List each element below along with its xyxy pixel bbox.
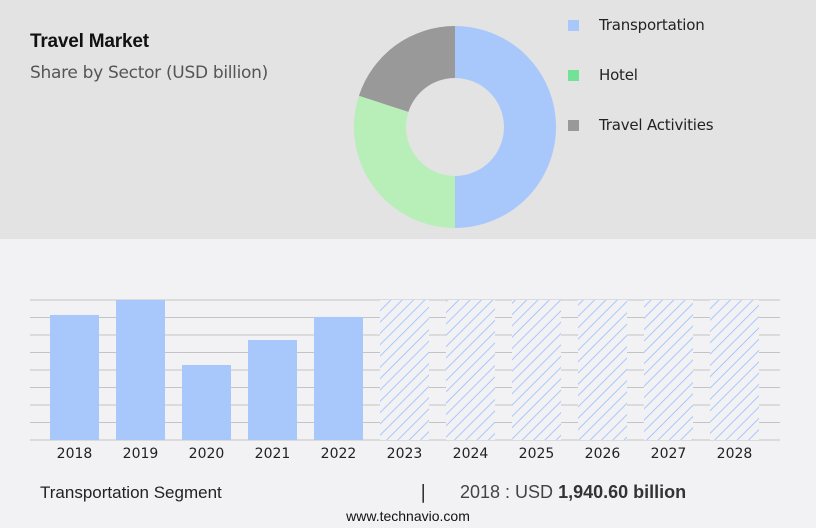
bar-2025 xyxy=(512,300,561,440)
x-tick-label: 2024 xyxy=(452,446,489,462)
bar-2023 xyxy=(380,300,429,440)
x-tick-label: 2025 xyxy=(518,446,555,462)
x-tick-label: 2027 xyxy=(650,446,687,462)
x-tick-label: 2019 xyxy=(122,446,159,462)
bar-2026 xyxy=(578,300,627,440)
legend-item-travel-activities: Travel Activities xyxy=(568,116,714,134)
bar-2028 xyxy=(710,300,759,440)
donut-slice-hotel xyxy=(354,95,455,229)
x-tick-label: 2022 xyxy=(320,446,357,462)
donut-slice-transportation xyxy=(455,26,556,228)
separator: | xyxy=(420,481,427,503)
bar-2022 xyxy=(314,316,363,440)
value-amount: 1,940.60 billion xyxy=(558,482,687,502)
x-tick-label: 2026 xyxy=(584,446,621,462)
segment-value: 2018 : USD 1,940.60 billion xyxy=(460,482,687,502)
bar-2018 xyxy=(50,314,99,440)
legend-swatch-icon xyxy=(568,69,579,81)
bar-2021 xyxy=(248,340,297,440)
bar-2024 xyxy=(446,300,495,440)
donut-chart xyxy=(354,26,556,229)
bar-2020 xyxy=(182,365,231,440)
chart-subtitle: Share by Sector (USD billion) xyxy=(30,63,268,83)
source-url: www.technavio.com xyxy=(346,508,470,524)
x-tick-label: 2018 xyxy=(56,446,93,462)
legend-item-transportation: Transportation xyxy=(568,16,705,34)
x-tick-label: 2023 xyxy=(386,446,423,462)
bar-2019 xyxy=(116,300,165,440)
legend-swatch-icon xyxy=(568,19,579,31)
x-tick-label: 2021 xyxy=(254,446,291,462)
chart-title: Travel Market xyxy=(30,31,149,52)
legend-item-hotel: Hotel xyxy=(568,66,638,84)
x-tick-label: 2028 xyxy=(716,446,753,462)
segment-label: Transportation Segment xyxy=(40,483,222,502)
donut-slice-travel-activities xyxy=(358,26,455,112)
legend-swatch-icon xyxy=(568,119,579,131)
bar-2027 xyxy=(644,300,693,440)
x-tick-label: 2020 xyxy=(188,446,225,462)
